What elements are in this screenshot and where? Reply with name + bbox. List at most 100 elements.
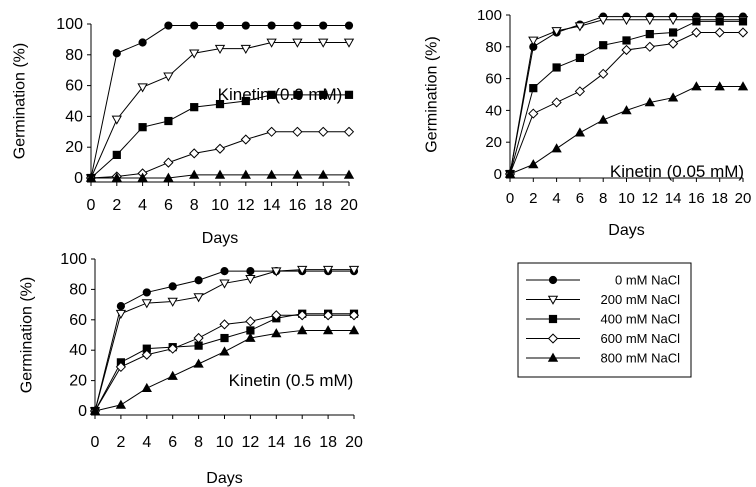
- legend: 0 mM NaCl 200 mM NaCl 400 mM NaCl 600 mM Na…: [517, 262, 692, 378]
- series-600-mm-nacl: [85, 126, 355, 184]
- data-point: [318, 126, 329, 137]
- x-tick-label: 14: [263, 197, 281, 214]
- legend-label: 0 mM NaCl: [615, 273, 680, 288]
- data-point: [348, 265, 360, 275]
- data-point: [575, 53, 584, 63]
- data-point: [715, 17, 724, 26]
- legend-label: 800 mM NaCl: [601, 351, 681, 366]
- data-point: [574, 86, 586, 97]
- y-tick-label: 60: [69, 312, 87, 329]
- data-point: [271, 310, 282, 321]
- data-point: [322, 310, 334, 321]
- x-tick-label: 12: [237, 197, 255, 214]
- data-point: [193, 332, 204, 344]
- data-point: [141, 382, 152, 392]
- x-tick-label: 8: [194, 434, 203, 451]
- data-point: [344, 90, 354, 99]
- series-800-mm-nacl: [504, 81, 749, 178]
- x-tick-label: 2: [116, 434, 125, 451]
- data-point: [245, 274, 256, 285]
- x-tick-label: 0: [506, 190, 514, 207]
- data-point: [115, 309, 127, 320]
- data-point: [644, 15, 655, 26]
- data-point: [297, 310, 308, 321]
- legend-marker: [547, 352, 559, 362]
- data-point: [116, 302, 126, 311]
- x-tick-label: 0: [87, 197, 96, 214]
- y-tick-label: 20: [485, 134, 502, 151]
- data-point: [343, 38, 355, 48]
- data-point: [219, 319, 230, 330]
- data-point: [621, 105, 632, 115]
- data-point: [115, 361, 127, 373]
- data-point: [111, 172, 122, 182]
- data-point: [112, 150, 121, 160]
- legend-label: 400 mM NaCl: [601, 312, 681, 327]
- y-axis-label: Germination (%): [12, 43, 29, 159]
- data-point: [167, 370, 178, 380]
- data-point: [85, 172, 97, 182]
- data-point: [297, 325, 308, 335]
- y-tick-label: 20: [69, 373, 87, 390]
- legend-entry: 0 mM NaCl: [526, 273, 680, 288]
- y-tick-label: 80: [65, 47, 83, 64]
- x-tick-label: 2: [112, 197, 121, 214]
- data-point: [691, 27, 702, 38]
- panel-annotation: Kinetin (0.05 mM): [610, 162, 744, 181]
- data-point: [267, 21, 276, 30]
- data-point: [343, 126, 355, 137]
- data-point: [599, 41, 608, 50]
- data-point: [194, 276, 203, 285]
- y-tick-label: 0: [78, 403, 87, 420]
- y-tick-label: 20: [65, 139, 83, 156]
- data-point: [737, 81, 749, 91]
- data-point: [598, 68, 609, 79]
- legend-entry: 400 mM NaCl: [526, 312, 680, 327]
- series-line: [509, 86, 743, 175]
- y-tick-label: 60: [65, 78, 83, 95]
- x-tick-label: 4: [138, 197, 147, 214]
- data-point: [667, 92, 679, 102]
- data-point: [574, 22, 586, 32]
- data-point: [241, 96, 250, 106]
- data-point: [164, 116, 173, 126]
- x-tick-label: 16: [289, 197, 307, 214]
- data-point: [163, 157, 174, 168]
- data-point: [667, 15, 679, 26]
- data-point: [215, 21, 225, 30]
- data-point: [240, 44, 251, 54]
- y-tick-label: 60: [485, 71, 502, 88]
- x-tick-label: 8: [599, 190, 607, 207]
- data-point: [714, 81, 725, 91]
- data-point: [598, 15, 609, 26]
- legend-label: 600 mM NaCl: [601, 331, 681, 346]
- y-tick-label: 100: [56, 16, 83, 33]
- data-point: [189, 148, 200, 159]
- x-tick-label: 20: [345, 434, 363, 451]
- x-tick-label: 6: [576, 190, 584, 207]
- data-point: [111, 115, 122, 125]
- data-point: [141, 349, 152, 360]
- x-tick-label: 20: [340, 197, 358, 214]
- data-point: [322, 265, 334, 275]
- x-tick-label: 12: [641, 190, 658, 207]
- data-point: [644, 97, 655, 107]
- series-600-mm-nacl: [89, 310, 360, 417]
- data-point: [322, 325, 334, 335]
- legend-marker: [548, 275, 558, 285]
- legend-marker: [547, 295, 559, 305]
- y-tick-label: 100: [477, 7, 502, 24]
- data-point: [167, 343, 178, 354]
- x-axis-label: Days: [206, 470, 242, 487]
- y-tick-label: 0: [494, 166, 502, 183]
- panel-annotation: Kinetin (0.5 mM): [229, 371, 354, 390]
- data-point: [528, 159, 539, 169]
- series-400-mm-nacl: [86, 90, 354, 183]
- y-tick-label: 80: [485, 39, 502, 56]
- series-line: [90, 41, 349, 179]
- data-point: [220, 267, 229, 276]
- data-point: [692, 17, 701, 26]
- y-tick-label: 40: [65, 108, 83, 125]
- data-point: [141, 299, 152, 309]
- x-tick-label: 14: [665, 190, 682, 207]
